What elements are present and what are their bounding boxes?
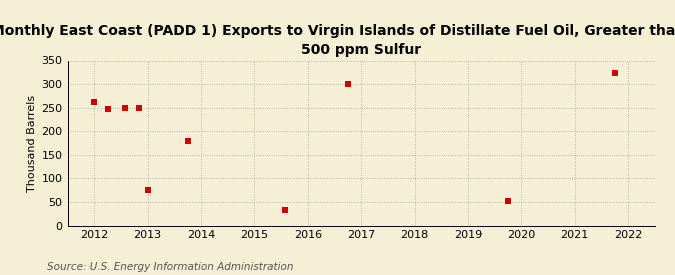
Y-axis label: Thousand Barrels: Thousand Barrels [28, 94, 37, 192]
Text: Source: U.S. Energy Information Administration: Source: U.S. Energy Information Administ… [47, 262, 294, 272]
Point [102, 106, 113, 111]
Point [280, 208, 291, 213]
Point [182, 138, 193, 143]
Point [119, 105, 130, 110]
Point [89, 99, 100, 104]
Point [610, 71, 620, 75]
Title: Monthly East Coast (PADD 1) Exports to Virgin Islands of Distillate Fuel Oil, Gr: Monthly East Coast (PADD 1) Exports to V… [0, 24, 675, 57]
Point [502, 198, 513, 203]
Point [133, 105, 144, 110]
Point [342, 82, 353, 86]
Point [142, 188, 153, 192]
